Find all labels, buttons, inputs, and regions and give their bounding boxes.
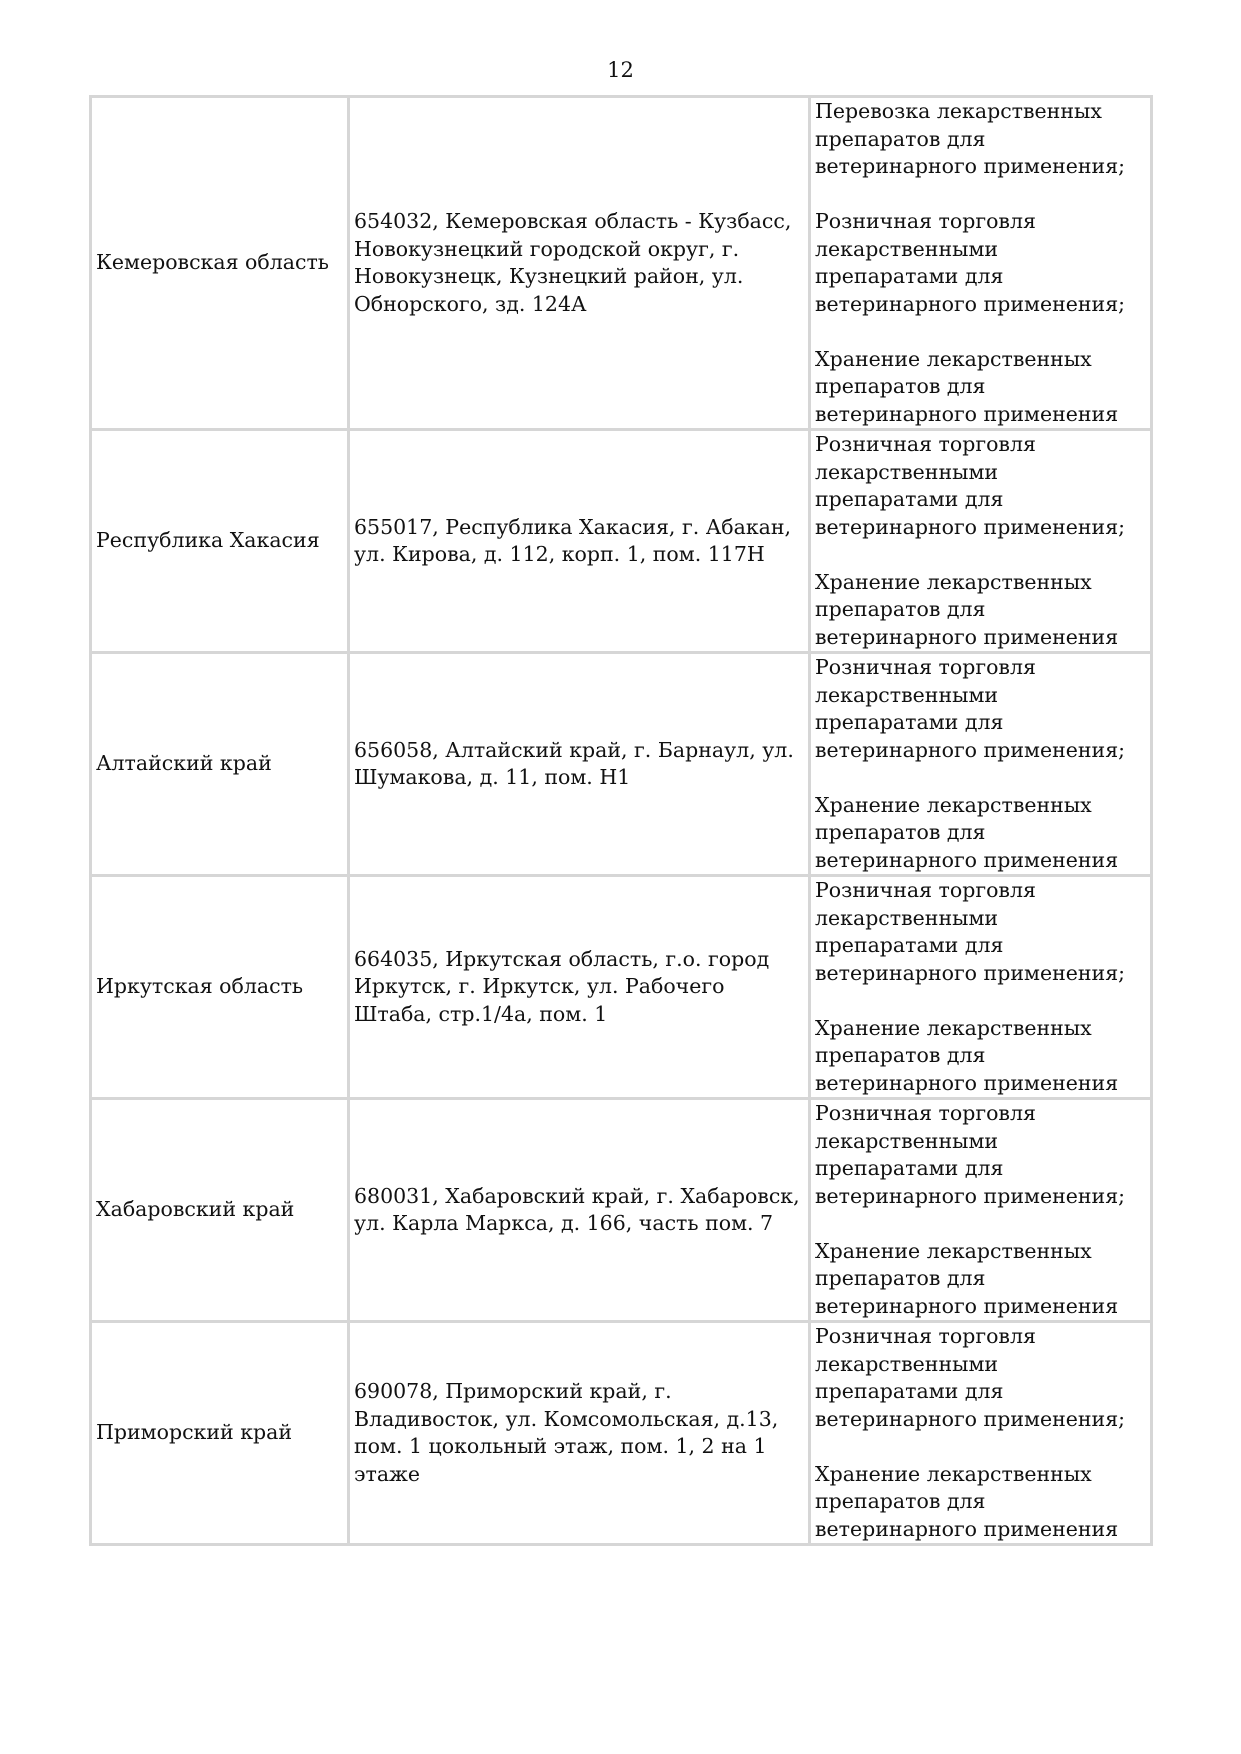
activities-cell: Розничная торговля лекарственными препар… <box>808 874 1153 1100</box>
region-cell: Иркутская область <box>89 874 350 1100</box>
address-cell: 680031, Хабаровский край, г. Хабаровск, … <box>347 1097 811 1323</box>
activities-cell: Перевозка лекарственных препаратов для в… <box>808 95 1153 431</box>
licenses-table: Кемеровская область 654032, Кемеровская о… <box>89 95 1153 1546</box>
activities-cell: Розничная торговля лекарственными препар… <box>808 651 1153 877</box>
activity-item: Хранение лекарственных препаратов для ве… <box>815 1238 1119 1318</box>
address-cell: 654032, Кемеровская область - Кузбасс, Н… <box>347 95 811 431</box>
activity-item: Розничная торговля лекарственными препар… <box>815 432 1126 539</box>
table-row: Республика Хакасия 655017, Республика Хак… <box>89 428 1153 654</box>
activity-item: Розничная торговля лекарственными препар… <box>815 878 1126 985</box>
activity-item: Перевозка лекарственных препаратов для в… <box>815 99 1126 178</box>
activity-item: Розничная торговля лекарственными препар… <box>815 1324 1126 1431</box>
region-cell: Приморский край <box>89 1320 350 1546</box>
region-cell: Кемеровская область <box>89 95 350 431</box>
region-cell: Хабаровский край <box>89 1097 350 1323</box>
activities-cell: Розничная торговля лекарственными препар… <box>808 1097 1153 1323</box>
address-cell: 655017, Республика Хакасия, г. Абакан, у… <box>347 428 811 654</box>
table-row: Приморский край 690078, Приморский край, … <box>89 1320 1153 1546</box>
activity-item: Хранение лекарственных препаратов для ве… <box>815 569 1119 649</box>
table-row: Алтайский край 656058, Алтайский край, г.… <box>89 651 1153 877</box>
address-cell: 690078, Приморский край, г. Владивосток,… <box>347 1320 811 1546</box>
table-row: Иркутская область 664035, Иркутская облас… <box>89 874 1153 1100</box>
table-row: Кемеровская область 654032, Кемеровская о… <box>89 95 1153 431</box>
activity-item: Хранение лекарственных препаратов для ве… <box>815 346 1119 426</box>
address-cell: 664035, Иркутская область, г.о. город Ир… <box>347 874 811 1100</box>
activity-item: Розничная торговля лекарственными препар… <box>815 655 1126 762</box>
region-cell: Республика Хакасия <box>89 428 350 654</box>
activity-item: Розничная торговля лекарственными препар… <box>815 209 1126 316</box>
activity-item: Хранение лекарственных препаратов для ве… <box>815 792 1119 872</box>
region-cell: Алтайский край <box>89 651 350 877</box>
page-number: 12 <box>607 58 634 82</box>
activities-cell: Розничная торговля лекарственными препар… <box>808 1320 1153 1546</box>
activities-cell: Розничная торговля лекарственными препар… <box>808 428 1153 654</box>
activity-item: Хранение лекарственных препаратов для ве… <box>815 1015 1119 1095</box>
table-row: Хабаровский край 680031, Хабаровский край… <box>89 1097 1153 1323</box>
address-cell: 656058, Алтайский край, г. Барнаул, ул. … <box>347 651 811 877</box>
activity-item: Розничная торговля лекарственными препар… <box>815 1101 1126 1208</box>
activity-item: Хранение лекарственных препаратов для ве… <box>815 1461 1119 1541</box>
